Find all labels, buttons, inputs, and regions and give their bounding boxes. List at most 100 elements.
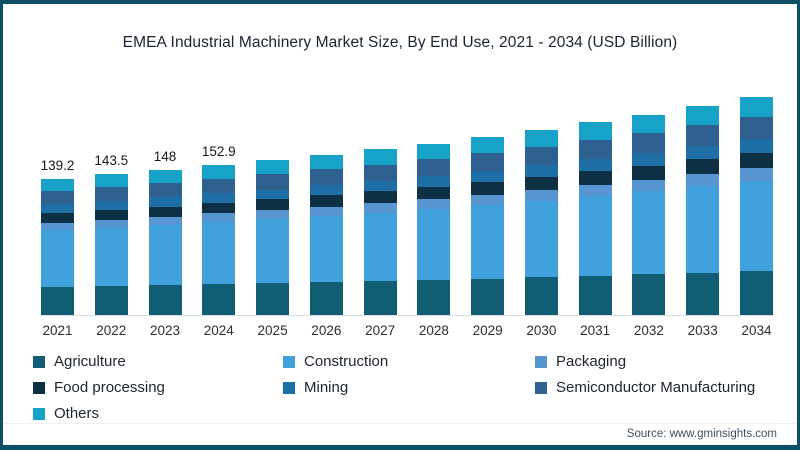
legend-swatch-icon bbox=[535, 356, 547, 368]
segment-others bbox=[256, 160, 290, 175]
legend-swatch-icon bbox=[283, 356, 295, 368]
bar-stack bbox=[256, 160, 290, 315]
segment-others bbox=[686, 106, 720, 126]
segment-packaging bbox=[578, 184, 612, 197]
bar-value-label: 148 bbox=[153, 148, 177, 164]
segment-agriculture bbox=[148, 285, 182, 315]
segment-semiconductor-manufacturing bbox=[41, 190, 74, 205]
segment-mining bbox=[417, 176, 451, 188]
segment-food-processing bbox=[578, 171, 612, 185]
bar-stack bbox=[417, 143, 451, 315]
legend-label: Agriculture bbox=[54, 353, 126, 370]
x-tick-label: 2030 bbox=[526, 323, 557, 338]
segment-others bbox=[94, 174, 128, 188]
segment-packaging bbox=[309, 206, 343, 216]
segment-others bbox=[202, 165, 236, 179]
segment-food-processing bbox=[739, 152, 773, 168]
segment-construction bbox=[256, 219, 290, 284]
bar-group-2030: 2030 bbox=[524, 92, 558, 338]
segment-semiconductor-manufacturing bbox=[417, 159, 451, 177]
bar-group-2026: 2026 bbox=[309, 92, 343, 338]
bar-stack bbox=[202, 165, 236, 315]
segment-mining bbox=[256, 189, 290, 200]
segment-mining bbox=[686, 146, 720, 160]
segment-food-processing bbox=[524, 177, 558, 191]
bar-stack bbox=[739, 97, 773, 315]
bar-stack bbox=[363, 149, 397, 315]
legend-label: Packaging bbox=[556, 353, 627, 370]
segment-construction bbox=[578, 196, 612, 276]
bar-stack bbox=[686, 106, 720, 315]
segment-food-processing bbox=[41, 213, 74, 223]
segment-agriculture bbox=[256, 283, 290, 315]
segment-packaging bbox=[202, 213, 236, 223]
segment-mining bbox=[41, 204, 74, 213]
x-tick-label: 2025 bbox=[257, 323, 288, 338]
bar-group-2022: 143.5 2022 bbox=[94, 92, 128, 338]
segment-agriculture bbox=[739, 270, 773, 315]
bar-group-2025: 2025 bbox=[256, 92, 290, 338]
segment-agriculture bbox=[686, 272, 720, 315]
x-tick-label: 2033 bbox=[687, 323, 718, 338]
segment-construction bbox=[632, 191, 666, 275]
segment-others bbox=[578, 122, 612, 140]
segment-mining bbox=[471, 170, 505, 183]
segment-food-processing bbox=[686, 159, 720, 175]
segment-packaging bbox=[256, 210, 290, 220]
legend-item-others: Others bbox=[33, 403, 283, 425]
segment-packaging bbox=[632, 179, 666, 192]
segment-construction bbox=[363, 212, 397, 282]
x-tick-label: 2023 bbox=[150, 323, 181, 338]
segment-others bbox=[309, 154, 343, 170]
bar-group-2024: 152.9 2024 bbox=[202, 92, 236, 338]
bar-group-2027: 2027 bbox=[363, 92, 397, 338]
bar-value-label: 139.2 bbox=[40, 157, 75, 173]
segment-packaging bbox=[524, 190, 558, 201]
segment-semiconductor-manufacturing bbox=[524, 147, 558, 166]
bar-stack bbox=[309, 154, 343, 315]
segment-construction bbox=[309, 215, 343, 283]
segment-agriculture bbox=[524, 277, 558, 315]
segment-others bbox=[363, 149, 397, 165]
legend-swatch-icon bbox=[535, 382, 547, 394]
segment-semiconductor-manufacturing bbox=[148, 183, 182, 198]
segment-packaging bbox=[739, 167, 773, 181]
segment-others bbox=[632, 114, 666, 133]
segment-agriculture bbox=[41, 287, 74, 315]
bar-stack bbox=[471, 137, 505, 315]
legend-item-packaging: Packaging bbox=[535, 351, 781, 373]
x-tick-label: 2024 bbox=[203, 323, 234, 338]
legend-label: Construction bbox=[304, 353, 389, 370]
bar-stack bbox=[41, 178, 74, 315]
legend-item-semiconductor-manufacturing: Semiconductor Manufacturing bbox=[535, 377, 781, 399]
legend-swatch-icon bbox=[33, 382, 45, 394]
segment-construction bbox=[202, 222, 236, 285]
legend-item-food-processing: Food processing bbox=[33, 377, 283, 399]
bar-stack bbox=[524, 130, 558, 315]
segment-food-processing bbox=[632, 165, 666, 180]
legend-label: Others bbox=[54, 405, 100, 422]
bar-group-2029: 2029 bbox=[471, 92, 505, 338]
segment-semiconductor-manufacturing bbox=[578, 139, 612, 160]
segment-others bbox=[148, 170, 182, 184]
bar-group-2028: 2028 bbox=[417, 92, 451, 338]
bar-group-2023: 148 2023 bbox=[148, 92, 182, 338]
segment-food-processing bbox=[417, 187, 451, 200]
segment-agriculture bbox=[632, 274, 666, 315]
segment-agriculture bbox=[578, 275, 612, 315]
segment-others bbox=[524, 130, 558, 148]
segment-agriculture bbox=[94, 286, 128, 315]
segment-construction bbox=[148, 225, 182, 286]
segment-construction bbox=[417, 208, 451, 281]
segment-packaging bbox=[471, 194, 505, 206]
segment-food-processing bbox=[363, 191, 397, 204]
legend-label: Food processing bbox=[54, 379, 165, 396]
x-tick-label: 2021 bbox=[42, 323, 73, 338]
legend-swatch-icon bbox=[33, 356, 45, 368]
segment-mining bbox=[148, 197, 182, 207]
segment-construction bbox=[739, 180, 773, 271]
segment-food-processing bbox=[256, 199, 290, 211]
segment-mining bbox=[363, 180, 397, 192]
segment-semiconductor-manufacturing bbox=[256, 174, 290, 190]
